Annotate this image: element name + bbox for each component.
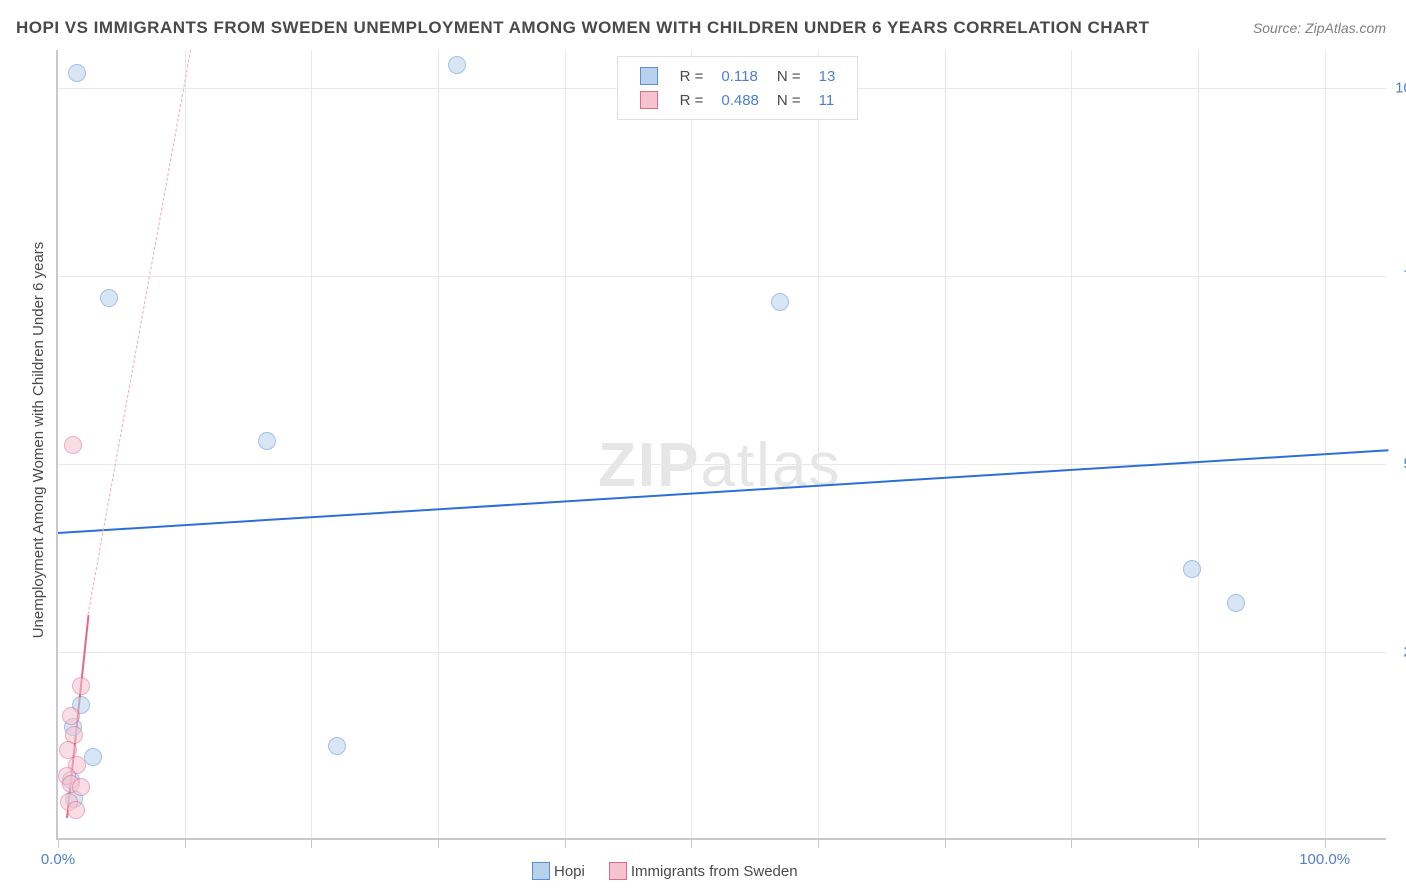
data-point (448, 56, 466, 74)
legend-label: Hopi (554, 863, 585, 880)
data-point (67, 801, 85, 819)
n-value: 11 (811, 89, 844, 111)
grid-v (945, 50, 946, 848)
legend-swatch (532, 862, 550, 880)
data-point (1183, 560, 1201, 578)
legend-item: Hopi (532, 862, 585, 880)
r-value: 0.488 (713, 89, 767, 111)
grid-v (1325, 50, 1326, 848)
source-attribution: Source: ZipAtlas.com (1253, 20, 1386, 36)
r-value: 0.118 (713, 65, 767, 87)
data-point (100, 289, 118, 307)
tick-x (945, 838, 946, 848)
tick-x (818, 838, 819, 848)
x-tick-label: 100.0% (1299, 851, 1350, 868)
data-point (771, 293, 789, 311)
watermark-bold: ZIP (598, 431, 700, 500)
grid-v (185, 50, 186, 848)
legend-stats: R =0.118N =13 R =0.488N =11 (617, 56, 859, 120)
data-point (64, 436, 82, 454)
legend-item: Immigrants from Sweden (609, 862, 798, 880)
tick-x (691, 838, 692, 848)
grid-v (438, 50, 439, 848)
tick-x (58, 838, 59, 848)
data-point (328, 737, 346, 755)
trend-line (58, 449, 1388, 534)
tick-x (185, 838, 186, 848)
data-point (62, 707, 80, 725)
tick-x (438, 838, 439, 848)
legend-swatch (640, 91, 658, 109)
grid-v (311, 50, 312, 848)
r-label: R = (672, 89, 712, 111)
data-point (258, 432, 276, 450)
grid-h (58, 652, 1386, 653)
watermark-rest: atlas (700, 431, 841, 500)
chart-title: HOPI VS IMMIGRANTS FROM SWEDEN UNEMPLOYM… (16, 18, 1149, 38)
legend-swatch (609, 862, 627, 880)
y-tick-label: 100.0% (1395, 79, 1406, 96)
tick-x (1325, 838, 1326, 848)
grid-v (1071, 50, 1072, 848)
tick-x (1198, 838, 1199, 848)
r-label: R = (672, 65, 712, 87)
grid-v (691, 50, 692, 848)
n-label: N = (769, 89, 809, 111)
legend-bottom: Hopi Immigrants from Sweden (520, 862, 810, 884)
tick-x (565, 838, 566, 848)
grid-v (1198, 50, 1199, 848)
data-point (1227, 594, 1245, 612)
tick-x (311, 838, 312, 848)
n-label: N = (769, 65, 809, 87)
grid-h (58, 464, 1386, 465)
data-point (84, 748, 102, 766)
tick-x (1071, 838, 1072, 848)
data-point (72, 778, 90, 796)
trend-line (88, 50, 192, 614)
legend-swatch (640, 67, 658, 85)
grid-v (565, 50, 566, 848)
x-tick-label: 0.0% (41, 851, 75, 868)
n-value: 13 (811, 65, 844, 87)
y-axis-title: Unemployment Among Women with Children U… (30, 242, 47, 639)
data-point (68, 64, 86, 82)
data-point (72, 677, 90, 695)
scatter-plot: ZIPatlas 0.0%100.0%25.0%50.0%75.0%100.0%… (56, 50, 1386, 840)
grid-v (818, 50, 819, 848)
grid-h (58, 276, 1386, 277)
legend-label: Immigrants from Sweden (631, 863, 798, 880)
